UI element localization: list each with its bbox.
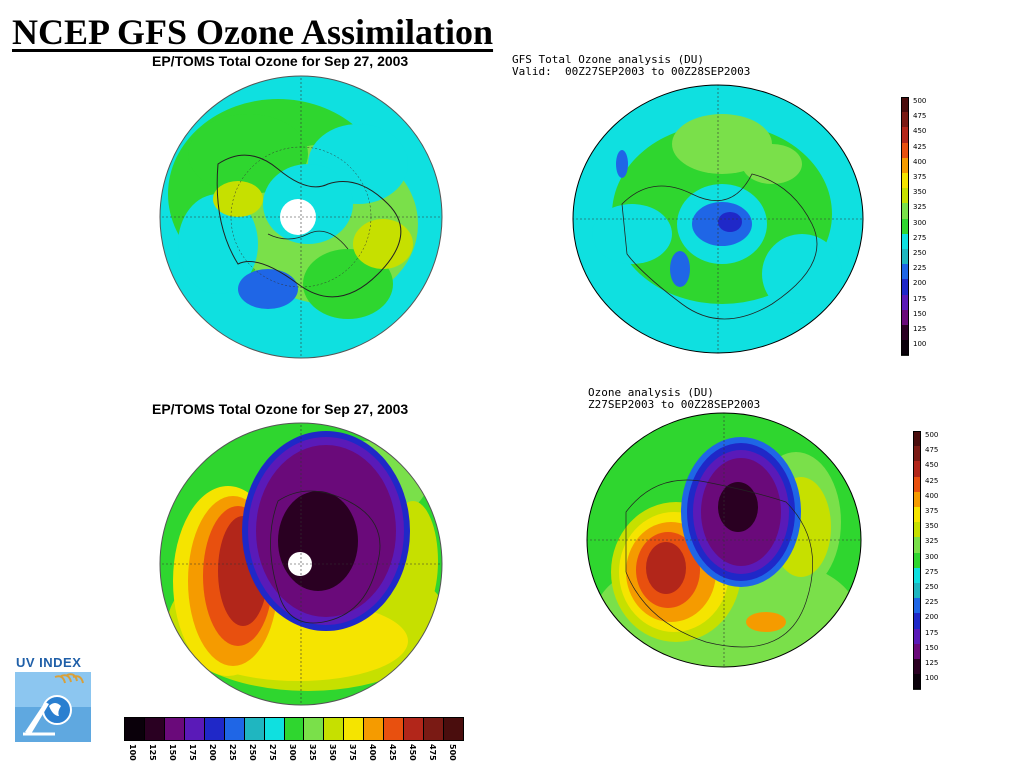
toms-north-caption: EP/TOMS Total Ozone for Sep 27, 2003 (152, 53, 409, 69)
colorbar-level-label: 450 (925, 461, 939, 470)
colorbar-tick-label: 175 (188, 744, 197, 761)
colorbar-tick-label: 475 (428, 744, 437, 761)
colorbar-tick-label: 400 (368, 744, 377, 761)
gfs-north-caption-line1: GFS Total Ozone analysis (DU) (512, 53, 705, 66)
colorbar-level-label: 500 (925, 431, 939, 439)
colorbar-level-label: 150 (925, 643, 939, 652)
gfs-north-caption-line2: Valid: 00Z27SEP2003 to 00Z28SEP2003 (512, 65, 751, 78)
colorbar-cell (144, 718, 165, 740)
colorbar-swatch (913, 674, 921, 691)
colorbar-cell (304, 718, 325, 740)
colorbar-level-label: 275 (913, 233, 927, 242)
colorbar-cell (344, 718, 365, 740)
colorbar-cell (125, 718, 145, 740)
colorbar-cell (224, 718, 245, 740)
toms-colorbar-labels: 100 125 150 175 200 225 250 275 300 325 350 375 400 4… (124, 744, 464, 766)
gfs-south-caption: Ozone analysis (DU) Z27SEP2003 to 00Z28S… (588, 387, 760, 411)
uv-index-label: UV INDEX (16, 655, 82, 670)
colorbar-level-label: 375 (925, 507, 939, 515)
colorbar-tick-label: 100 (128, 744, 137, 761)
colorbar-level-label: 100 (925, 674, 939, 683)
colorbar-tick-label: 325 (308, 744, 317, 761)
colorbar-level-label: 375 (913, 173, 927, 181)
colorbar-level-label: 250 (913, 249, 927, 257)
toms-colorbar (124, 717, 464, 741)
colorbar-cell (184, 718, 205, 740)
colorbar-level-label: 250 (925, 583, 939, 591)
colorbar-tick-label: 200 (208, 744, 217, 761)
colorbar-level-label: 300 (913, 218, 927, 227)
colorbar-level-label: 275 (925, 567, 939, 576)
colorbar-level-label: 400 (913, 157, 927, 166)
toms-north-map (159, 75, 443, 359)
toms-south-caption: EP/TOMS Total Ozone for Sep 27, 2003 (152, 401, 409, 417)
colorbar-tick-label: 125 (148, 744, 157, 761)
colorbar-cell (204, 718, 225, 740)
colorbar-tick-label: 150 (168, 744, 177, 761)
colorbar-cell (264, 718, 285, 740)
colorbar-level-label: 175 (925, 628, 939, 637)
colorbar-frame (913, 431, 921, 690)
colorbar-level-label: 450 (913, 127, 927, 136)
colorbar-cell (384, 718, 405, 740)
colorbar-level-label: 225 (913, 264, 927, 273)
gfs-south-caption-line1: Ozone analysis (DU) (588, 386, 714, 399)
colorbar-level-label: 100 (913, 340, 927, 349)
colorbar-tick-label: 250 (248, 744, 257, 761)
colorbar-level-label: 500 (913, 97, 927, 105)
colorbar-level-label: 475 (913, 112, 927, 121)
colorbar-level-label: 350 (913, 188, 927, 197)
toms-south-map (159, 422, 443, 706)
colorbar-level-label: 125 (913, 325, 927, 333)
colorbar-cell (404, 718, 425, 740)
colorbar-level-label: 225 (925, 598, 939, 607)
colorbar-tick-label: 425 (388, 744, 397, 761)
colorbar-tick-label: 500 (448, 744, 457, 761)
slide-title: NCEP GFS Ozone Assimilation (12, 12, 494, 52)
colorbar-swatch (901, 340, 909, 357)
colorbar-level-label: 300 (925, 552, 939, 561)
colorbar-cell (324, 718, 345, 740)
gfs-north-caption: GFS Total Ozone analysis (DU) Valid: 00Z… (512, 54, 750, 78)
colorbar-tick-label: 275 (268, 744, 277, 761)
colorbar-frame (901, 97, 909, 356)
colorbar-cell (364, 718, 385, 740)
colorbar-level-label: 325 (925, 537, 939, 546)
colorbar-level-label: 475 (925, 446, 939, 455)
colorbar-tick-label: 375 (348, 744, 357, 761)
gfs-south-caption-line2: Z27SEP2003 to 00Z28SEP2003 (588, 398, 761, 411)
colorbar-level-label: 425 (913, 142, 927, 151)
colorbar-level-label: 425 (925, 476, 939, 485)
uv-index-logo-icon (15, 672, 91, 742)
colorbar-level-label: 325 (913, 203, 927, 212)
colorbar-tick-label: 350 (328, 744, 337, 761)
colorbar-cell (164, 718, 185, 740)
colorbar-level-label: 350 (925, 522, 939, 531)
colorbar-level-label: 400 (925, 491, 939, 500)
colorbar-level-label: 200 (913, 279, 927, 288)
colorbar-level-label: 150 (913, 309, 927, 318)
gfs-south-map (586, 412, 862, 668)
colorbar-tick-label: 225 (228, 744, 237, 761)
gfs-north-map (572, 84, 864, 354)
colorbar-cell (444, 718, 463, 740)
colorbar-cell (424, 718, 444, 740)
colorbar-tick-label: 300 (288, 744, 297, 761)
colorbar-level-label: 125 (925, 659, 939, 667)
colorbar-level-label: 175 (913, 294, 927, 303)
colorbar-tick-label: 450 (408, 744, 417, 761)
colorbar-cell (244, 718, 265, 740)
colorbar-cell (284, 718, 305, 740)
colorbar-level-label: 200 (925, 613, 939, 622)
